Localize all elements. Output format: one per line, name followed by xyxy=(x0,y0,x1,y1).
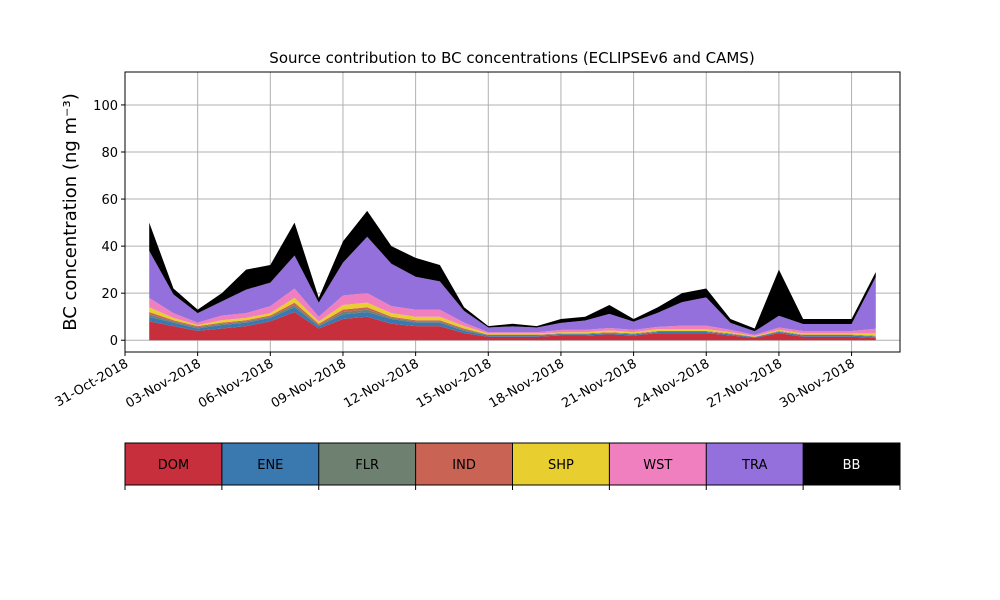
x-tick-label: 03-Nov-2018 xyxy=(123,356,203,411)
legend-label: ENE xyxy=(257,458,283,473)
chart-title: Source contribution to BC concentrations… xyxy=(269,49,754,67)
legend-label: WST xyxy=(643,458,672,473)
x-tick-label: 18-Nov-2018 xyxy=(487,356,567,411)
legend-label: BB xyxy=(843,458,861,473)
y-tick-label: 20 xyxy=(101,287,118,302)
legend-label: FLR xyxy=(355,458,379,473)
legend-swatch xyxy=(609,443,707,485)
x-tick-label: 27-Nov-2018 xyxy=(705,356,785,411)
area xyxy=(149,210,876,332)
y-tick-label: 80 xyxy=(101,146,118,161)
legend-swatch xyxy=(221,443,319,485)
y-tick-label: 0 xyxy=(110,334,118,349)
legend-swatch xyxy=(125,443,222,485)
y-tick-label: 60 xyxy=(101,193,118,208)
x-tick-label: 06-Nov-2018 xyxy=(196,356,276,411)
legend-swatch xyxy=(512,443,610,485)
y-tick-label: 40 xyxy=(101,240,118,255)
y-tick-label: 100 xyxy=(93,99,118,114)
legend-swatch xyxy=(803,443,900,485)
legend-swatch xyxy=(706,443,804,485)
x-tick-label: 24-Nov-2018 xyxy=(632,356,712,411)
legend-swatch xyxy=(318,443,416,485)
x-tick-label: 21-Nov-2018 xyxy=(559,356,639,411)
legend-label: IND xyxy=(452,458,476,473)
area xyxy=(149,288,876,336)
legend-swatch xyxy=(415,443,513,485)
x-tick-label: 09-Nov-2018 xyxy=(269,356,349,411)
area xyxy=(149,312,876,341)
legend-label: DOM xyxy=(158,458,189,473)
x-tick-label: 12-Nov-2018 xyxy=(341,356,421,411)
x-tick-label: 31-Oct-2018 xyxy=(53,356,131,410)
x-tick-label: 30-Nov-2018 xyxy=(777,356,857,411)
y-axis-label: BC concentration (ng m⁻³) xyxy=(60,93,81,331)
x-tick-label: 15-Nov-2018 xyxy=(414,356,494,411)
legend-label: TRA xyxy=(741,458,767,473)
legend-label: SHP xyxy=(548,458,574,473)
plot-frame xyxy=(124,71,901,353)
area xyxy=(149,236,876,335)
